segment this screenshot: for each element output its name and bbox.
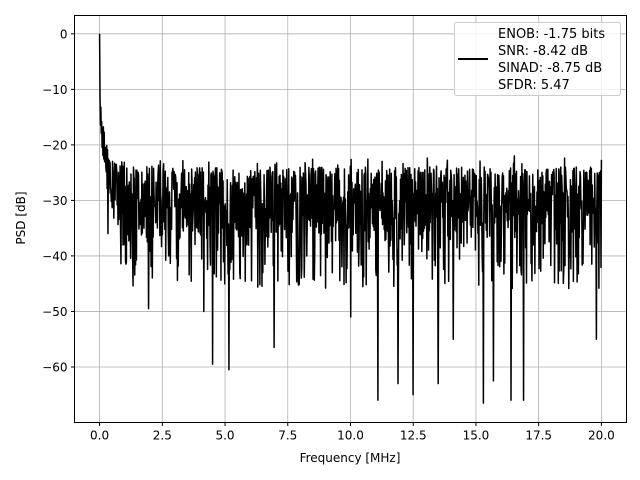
legend: ENOB: -1.75 bits SNR: -8.42 dB SINAD: -8… (454, 22, 621, 96)
y-tick-label: −30 (42, 194, 67, 208)
x-axis: 0.0 2.5 5.0 7.5 10.0 12.5 15.0 17.5 20.0 (90, 422, 615, 443)
legend-entry-sfdr: SFDR: 5.47 (498, 78, 570, 93)
x-tick-label: 15.0 (463, 429, 490, 443)
y-tick-label: 0 (60, 27, 68, 41)
x-tick-label: 2.5 (153, 429, 172, 443)
legend-entry-enob: ENOB: -1.75 bits (498, 27, 605, 42)
x-tick-label: 10.0 (337, 429, 364, 443)
y-tick-label: −10 (42, 83, 67, 97)
x-tick-label: 12.5 (400, 429, 427, 443)
y-axis-label: PSD [dB] (14, 191, 28, 244)
x-tick-label: 7.5 (278, 429, 297, 443)
y-tick-label: −50 (42, 305, 67, 319)
y-axis: 0 −10 −20 −30 −40 −50 −60 (42, 27, 75, 374)
x-axis-label: Frequency [MHz] (300, 451, 401, 465)
legend-entry-sinad: SINAD: -8.75 dB (498, 61, 602, 76)
series-group (98, 33, 603, 404)
x-tick-label: 17.5 (525, 429, 552, 443)
y-tick-label: −20 (42, 138, 67, 152)
legend-entry-snr: SNR: -8.42 dB (498, 44, 588, 59)
legend-box (454, 22, 621, 96)
psd-line (98, 33, 603, 404)
y-tick-label: −40 (42, 249, 67, 263)
x-tick-label: 20.0 (588, 429, 615, 443)
y-tick-label: −60 (42, 360, 67, 374)
x-tick-label: 0.0 (90, 429, 109, 443)
x-tick-label: 5.0 (215, 429, 234, 443)
